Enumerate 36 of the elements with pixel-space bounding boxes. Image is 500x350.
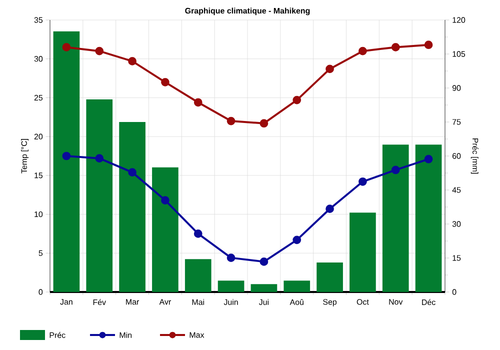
point — [194, 98, 202, 107]
point — [194, 230, 202, 238]
bar — [152, 167, 178, 292]
bar — [284, 280, 310, 292]
point — [391, 166, 400, 174]
point — [326, 204, 334, 214]
point — [424, 154, 433, 164]
bar — [119, 122, 146, 292]
bar — [250, 284, 278, 292]
point — [358, 46, 367, 56]
point — [62, 43, 71, 52]
point — [292, 96, 302, 104]
point — [128, 168, 136, 177]
bar — [316, 262, 343, 292]
bar — [415, 144, 442, 292]
point — [424, 40, 433, 50]
point — [326, 64, 334, 74]
point — [358, 177, 367, 186]
bar — [218, 280, 244, 292]
point — [226, 254, 236, 262]
bar — [53, 31, 80, 292]
bar — [184, 259, 212, 292]
point — [161, 196, 170, 204]
point — [226, 116, 236, 126]
bar — [350, 212, 376, 292]
point — [62, 152, 71, 160]
point — [260, 119, 268, 128]
point — [95, 46, 104, 56]
bar — [86, 99, 113, 292]
point — [128, 57, 136, 66]
point — [292, 236, 302, 244]
point — [391, 43, 400, 52]
point — [95, 154, 104, 163]
point — [260, 258, 268, 266]
point — [161, 78, 170, 86]
bar — [382, 144, 409, 292]
